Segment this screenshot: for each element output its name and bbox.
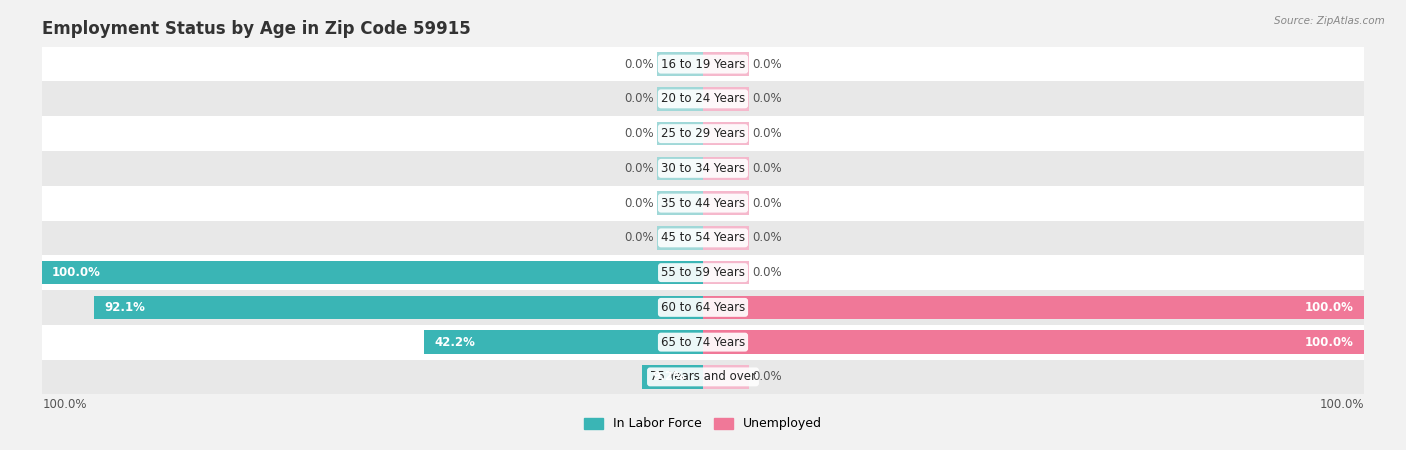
Text: 0.0%: 0.0% <box>624 92 654 105</box>
Text: 25 to 29 Years: 25 to 29 Years <box>661 127 745 140</box>
Bar <box>42 261 703 284</box>
Text: 9.2%: 9.2% <box>652 370 685 383</box>
Bar <box>657 191 703 215</box>
Text: 60 to 64 Years: 60 to 64 Years <box>661 301 745 314</box>
Text: 100.0%: 100.0% <box>1305 301 1354 314</box>
Text: 16 to 19 Years: 16 to 19 Years <box>661 58 745 71</box>
Bar <box>42 360 1364 394</box>
Text: 0.0%: 0.0% <box>624 127 654 140</box>
Text: 0.0%: 0.0% <box>624 231 654 244</box>
Bar <box>42 47 1364 81</box>
Text: 20 to 24 Years: 20 to 24 Years <box>661 92 745 105</box>
Bar <box>703 157 749 180</box>
Text: 100.0%: 100.0% <box>52 266 101 279</box>
Bar <box>703 330 1364 354</box>
Bar <box>42 151 1364 186</box>
Text: 0.0%: 0.0% <box>752 266 782 279</box>
Text: 0.0%: 0.0% <box>752 58 782 71</box>
Bar <box>657 87 703 111</box>
Bar <box>703 87 749 111</box>
Bar <box>657 52 703 76</box>
Bar <box>703 226 749 250</box>
Bar <box>42 255 1364 290</box>
Text: Source: ZipAtlas.com: Source: ZipAtlas.com <box>1274 16 1385 26</box>
Text: 100.0%: 100.0% <box>1305 336 1354 349</box>
Bar <box>94 296 703 319</box>
Text: 0.0%: 0.0% <box>624 58 654 71</box>
Bar <box>703 52 749 76</box>
Text: 0.0%: 0.0% <box>624 197 654 210</box>
Text: 0.0%: 0.0% <box>752 162 782 175</box>
Bar <box>703 365 749 389</box>
Text: 0.0%: 0.0% <box>624 162 654 175</box>
Text: Employment Status by Age in Zip Code 59915: Employment Status by Age in Zip Code 599… <box>42 20 471 38</box>
Text: 30 to 34 Years: 30 to 34 Years <box>661 162 745 175</box>
Text: 0.0%: 0.0% <box>752 197 782 210</box>
Bar <box>42 186 1364 220</box>
Text: 0.0%: 0.0% <box>752 231 782 244</box>
Text: 92.1%: 92.1% <box>104 301 145 314</box>
Text: 100.0%: 100.0% <box>1319 398 1364 411</box>
Text: 0.0%: 0.0% <box>752 127 782 140</box>
Bar <box>42 325 1364 360</box>
Text: 100.0%: 100.0% <box>42 398 87 411</box>
Bar <box>703 122 749 145</box>
Bar <box>703 296 1364 319</box>
Legend: In Labor Force, Unemployed: In Labor Force, Unemployed <box>579 412 827 436</box>
Text: 55 to 59 Years: 55 to 59 Years <box>661 266 745 279</box>
Bar <box>657 157 703 180</box>
Text: 75 Years and over: 75 Years and over <box>650 370 756 383</box>
Bar <box>42 116 1364 151</box>
Bar <box>657 226 703 250</box>
Text: 65 to 74 Years: 65 to 74 Years <box>661 336 745 349</box>
Bar <box>42 290 1364 325</box>
Bar <box>425 330 703 354</box>
Text: 45 to 54 Years: 45 to 54 Years <box>661 231 745 244</box>
Bar <box>703 191 749 215</box>
Bar <box>703 261 749 284</box>
Bar <box>42 81 1364 116</box>
Text: 0.0%: 0.0% <box>752 92 782 105</box>
Text: 0.0%: 0.0% <box>752 370 782 383</box>
Text: 35 to 44 Years: 35 to 44 Years <box>661 197 745 210</box>
Text: 42.2%: 42.2% <box>434 336 475 349</box>
Bar <box>643 365 703 389</box>
Bar <box>42 220 1364 255</box>
Bar <box>657 122 703 145</box>
